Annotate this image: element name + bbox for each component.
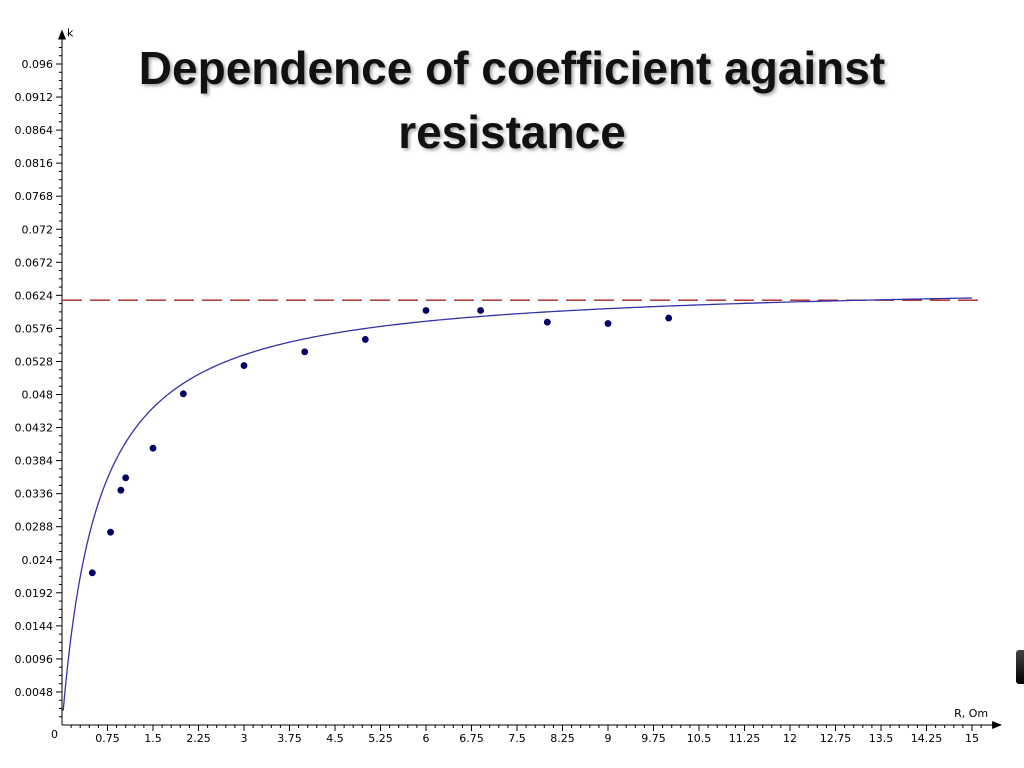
data-point xyxy=(543,318,551,326)
y-tick-label: 0.0192 xyxy=(15,587,54,600)
y-tick-label: 0.0912 xyxy=(15,91,54,104)
origin-label: 0 xyxy=(51,728,58,741)
fit-curve-layer xyxy=(62,297,973,711)
y-tick-label: 0.0432 xyxy=(15,422,54,435)
y-tick-label: 0.0768 xyxy=(15,190,54,203)
data-point xyxy=(240,362,248,369)
chart-axes: R, Om k 0 xyxy=(51,26,1003,741)
x-tick-label: 9 xyxy=(605,732,612,745)
x-tick-label: 7.5 xyxy=(508,732,526,745)
data-points xyxy=(88,307,673,577)
y-tick-label: 0.048 xyxy=(22,389,54,402)
y-tick-label: 0.0624 xyxy=(15,289,54,302)
data-point xyxy=(122,474,130,482)
data-point xyxy=(88,569,96,577)
chart-ticks: 0.75 1.5 2.25 3 3.75 4.5 5.25 6 6.75 7.5 8.25 9 9.75… xyxy=(15,46,982,745)
y-tick-label: 0.0528 xyxy=(15,355,54,368)
y-tick-label: 0.0336 xyxy=(15,488,54,501)
data-point xyxy=(604,320,612,327)
y-tick-label: 0.0864 xyxy=(15,124,54,137)
x-tick-label: 6 xyxy=(423,732,430,745)
y-axis-arrow xyxy=(58,29,66,40)
y-tick-label: 0.096 xyxy=(22,58,54,71)
data-point xyxy=(179,390,187,398)
x-tick-label: 4.5 xyxy=(326,732,344,745)
x-tick-label: 0.75 xyxy=(95,732,120,745)
data-point xyxy=(149,444,157,452)
x-tick-label: 13.5 xyxy=(869,732,894,745)
y-tick-label: 0.0048 xyxy=(15,686,54,699)
x-tick-label: 11.25 xyxy=(729,732,761,745)
x-tick-label: 3.75 xyxy=(277,732,302,745)
y-tick-label: 0.024 xyxy=(22,554,54,567)
x-tick-label: 1.5 xyxy=(144,732,162,745)
data-point xyxy=(117,486,125,494)
y-tick-label: 0.0144 xyxy=(15,620,54,633)
y-tick-label: 0.0672 xyxy=(15,256,54,269)
x-tick-label: 5.25 xyxy=(368,732,393,745)
y-tick-label: 0.0096 xyxy=(15,653,54,666)
x-tick-label: 15 xyxy=(965,732,979,745)
x-tick-label: 9.75 xyxy=(641,732,666,745)
x-tick-label: 3 xyxy=(241,732,248,745)
x-tick-label: 14.25 xyxy=(911,732,943,745)
page-title: Dependence of coefficient against resist… xyxy=(138,42,886,158)
y-tick-label: 0.0384 xyxy=(15,455,54,468)
data-point xyxy=(107,528,114,536)
x-tick-label: 12 xyxy=(783,732,797,745)
data-point xyxy=(422,307,430,314)
data-point xyxy=(477,307,484,314)
x-tick-label: 10.5 xyxy=(687,732,712,745)
x-axis-label: R, Om xyxy=(954,707,988,720)
fit-curve xyxy=(62,297,973,711)
y-tick-label: 0.072 xyxy=(22,223,54,236)
y-tick-label: 0.0288 xyxy=(15,521,54,534)
data-point xyxy=(301,348,309,356)
data-point xyxy=(361,336,369,343)
data-point xyxy=(665,314,673,322)
x-axis-arrow xyxy=(992,721,1003,729)
x-tick-label: 2.25 xyxy=(186,732,211,745)
y-axis-label: k xyxy=(67,26,74,39)
y-tick-label: 0.0816 xyxy=(15,157,54,170)
x-tick-label: 6.75 xyxy=(459,732,484,745)
y-tick-label: 0.0576 xyxy=(15,322,54,335)
slide-edge-decoration xyxy=(1016,650,1024,684)
x-tick-label: 12.75 xyxy=(820,732,852,745)
x-tick-label: 8.25 xyxy=(550,732,575,745)
